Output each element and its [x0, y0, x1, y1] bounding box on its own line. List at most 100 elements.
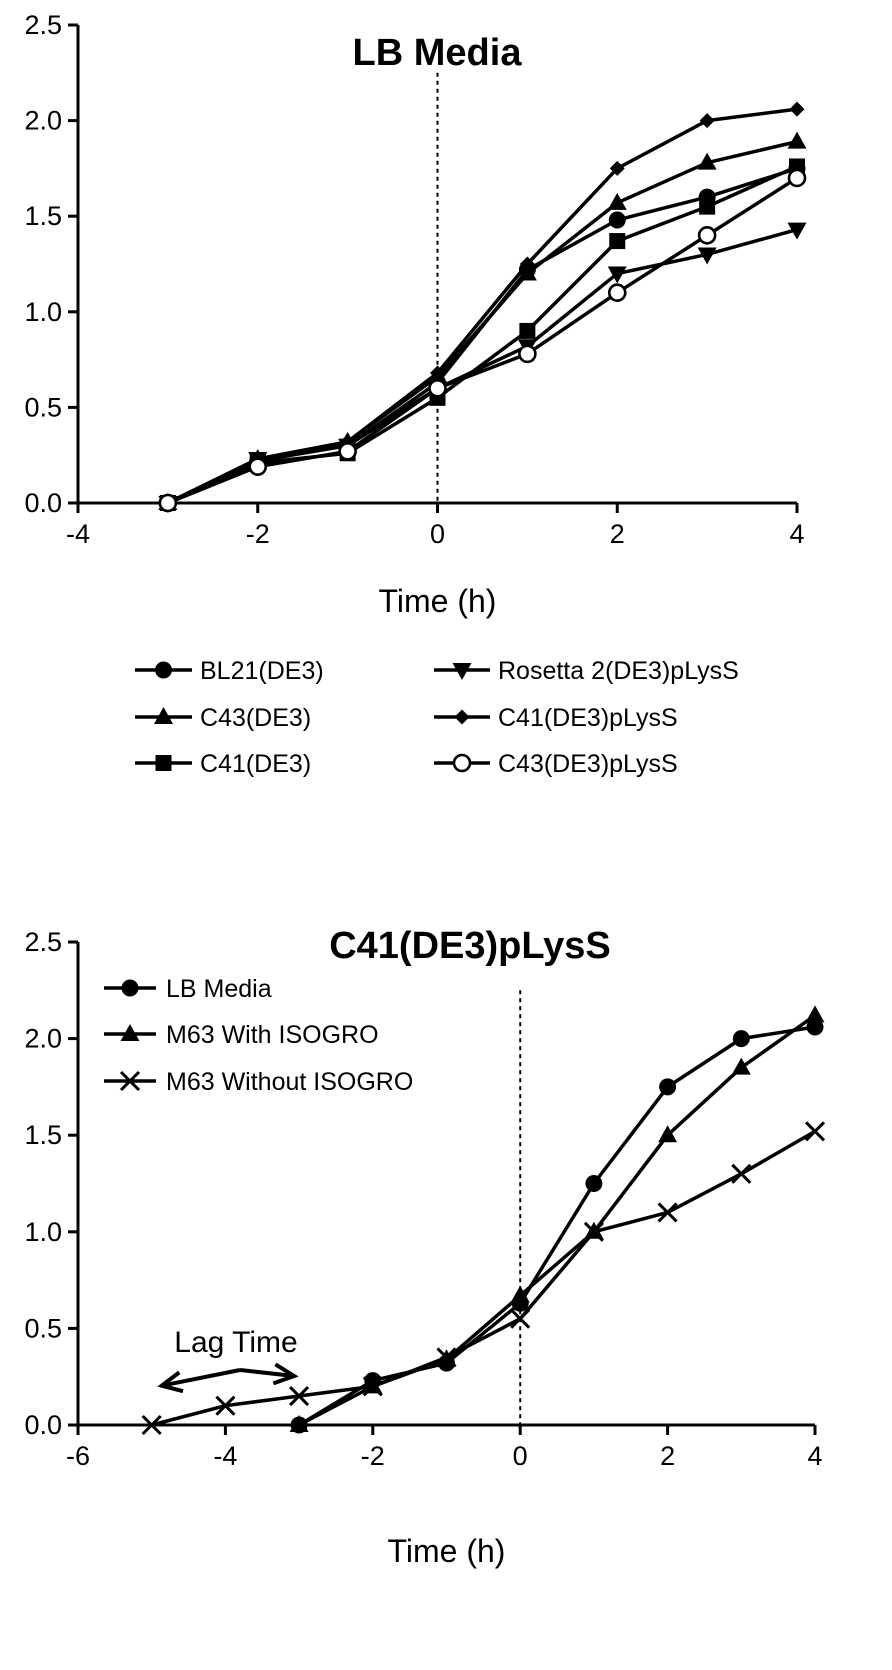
legend: BL21(DE3) C43(DE3) C41(DE3) Rosetta 2(DE3)p… [135, 657, 739, 778]
data-point [731, 1163, 752, 1184]
legend-label: BL21(DE3) [200, 657, 324, 685]
data-point [609, 233, 626, 250]
y-tick-label: 1.5 [24, 201, 62, 231]
legend-item: BL21(DE3) [135, 657, 324, 685]
x-tick-label: -2 [246, 519, 270, 549]
data-point [805, 1005, 825, 1023]
data-point [787, 168, 807, 188]
series-line [151, 1129, 816, 1427]
y-tick-label: 2.0 [24, 1024, 62, 1054]
data-point [141, 1414, 162, 1436]
annotation-arrow [161, 1368, 241, 1388]
data-point [517, 263, 537, 281]
data-point [436, 1347, 457, 1368]
x-tick-label: 0 [513, 1441, 528, 1471]
data-point [428, 378, 447, 398]
legend-label: C43(DE3) [200, 704, 311, 732]
x-tick-label: 2 [660, 1441, 675, 1471]
data-point [806, 1018, 824, 1036]
y-tick-label: 2.5 [24, 927, 62, 957]
y-tick-label: 2.5 [24, 10, 62, 40]
legend-label: LB Media [166, 975, 272, 1003]
x-tick-label: 0 [430, 519, 445, 549]
x-tick-label: -4 [213, 1441, 237, 1471]
data-point [659, 1078, 677, 1096]
x-axis-label: Time (h) [388, 1533, 506, 1569]
x-tick-label: -6 [66, 1441, 90, 1471]
legend-item: LB Media [104, 975, 272, 1003]
data-point [732, 1030, 750, 1048]
legend-marker [121, 979, 139, 997]
data-point [215, 1395, 236, 1416]
y-tick-label: 1.0 [24, 1217, 62, 1247]
data-point [158, 493, 178, 513]
legend-label: M63 Without ISOGRO [166, 1068, 413, 1096]
series-line [167, 107, 798, 505]
series-lb-media [290, 1018, 824, 1434]
arrow-head [272, 1362, 299, 1386]
x-axis-label: Time (h) [379, 583, 497, 619]
y-tick-label: 2.0 [24, 106, 62, 136]
chart-title: LB Media [353, 32, 523, 74]
arrow-head [157, 1370, 184, 1394]
x-tick-label: -2 [361, 1441, 385, 1471]
data-point [787, 222, 807, 240]
data-point [697, 247, 717, 265]
annotation-arrow [239, 1368, 295, 1379]
data-point [519, 322, 536, 339]
legend-marker [452, 753, 472, 773]
data-point [697, 152, 717, 170]
legend-marker [452, 663, 472, 680]
data-point [510, 1308, 531, 1329]
data-point [658, 1125, 678, 1143]
legend-item: C43(DE3) [135, 704, 311, 732]
lag-time-annotation: Lag Time [157, 1326, 299, 1394]
chart-1: 0.0 0.5 1.0 1.5 2.0 2.5 -4 -2 0 2 4 LB Media Time (h… [24, 10, 807, 778]
data-point [607, 266, 627, 284]
y-tick-label: 0.5 [24, 1313, 62, 1343]
x-tick-label: -4 [66, 519, 90, 549]
legend-marker [454, 709, 470, 725]
annotation-label: Lag Time [174, 1326, 297, 1359]
legend-marker [155, 755, 172, 771]
data-point [804, 1121, 826, 1142]
legend-label: Rosetta 2(DE3)pLysS [498, 657, 739, 685]
data-point [289, 1385, 310, 1407]
chart-title: C41(DE3)pLysS [329, 925, 611, 967]
legend-item: M63 With ISOGRO [104, 1021, 379, 1049]
data-point [789, 101, 805, 117]
legend-label: M63 With ISOGRO [166, 1021, 379, 1049]
legend-item: M63 Without ISOGRO [104, 1068, 413, 1096]
legend-label: C41(DE3)pLysS [498, 704, 678, 732]
data-point [430, 365, 445, 381]
x-tick-label: 4 [807, 1441, 822, 1471]
data-point [289, 1415, 309, 1432]
legend-item: Rosetta 2(DE3)pLysS [434, 657, 739, 685]
data-point [699, 113, 715, 129]
data-point [607, 283, 627, 302]
data-point [248, 457, 268, 476]
series-m63-without-isogro [141, 1121, 826, 1436]
data-point [731, 1057, 751, 1075]
data-point [362, 1376, 383, 1397]
legend-item: C41(DE3) [135, 750, 311, 778]
y-tick-label: 0.0 [24, 1410, 62, 1440]
data-point [518, 344, 537, 364]
legend-label: C41(DE3) [200, 750, 311, 778]
data-point [607, 192, 627, 210]
y-tick-label: 1.0 [24, 297, 62, 327]
x-tick-label: 2 [610, 519, 625, 549]
y-tick-label: 1.5 [24, 1120, 62, 1150]
data-point [583, 1221, 604, 1242]
chart-2: 0.0 0.5 1.0 1.5 2.0 2.5 -6 -4 -2 0 2 4 C41(DE3)pLysS… [24, 925, 826, 1569]
data-point [338, 442, 357, 461]
data-point [787, 131, 807, 149]
y-tick-label: 0.5 [24, 392, 62, 422]
legend-label: C43(DE3)pLysS [498, 750, 678, 778]
legend-marker [119, 1070, 141, 1092]
legend-item: C41(DE3)pLysS [434, 704, 678, 732]
legend-marker [120, 1024, 140, 1041]
legend: LB Media M63 With ISOGRO M63 Without ISOGR… [104, 975, 413, 1096]
data-point [510, 1285, 530, 1303]
data-point [608, 211, 626, 229]
